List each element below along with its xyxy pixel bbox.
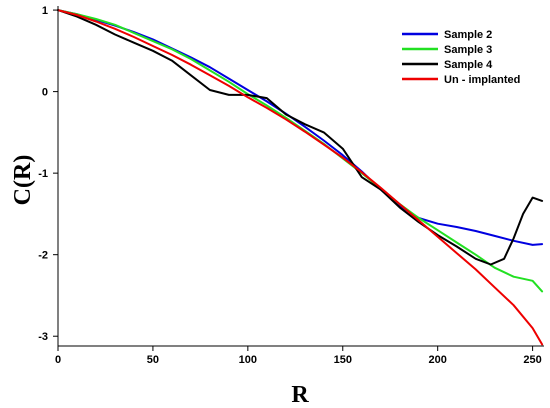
- axes-layer: [57, 6, 544, 347]
- x-tick-label: 250: [523, 354, 541, 366]
- series-line-un-implanted: [57, 9, 544, 346]
- y-tick-label: 0: [42, 87, 48, 99]
- x-ticks: 0 50 100 150 200 250: [55, 346, 542, 366]
- y-tick-label: -3: [38, 331, 48, 343]
- x-tick-label: 150: [334, 354, 352, 366]
- x-tick-label: 50: [147, 354, 159, 366]
- legend-label-un-implanted: Un - implanted: [444, 74, 520, 86]
- x-tick-label: 200: [429, 354, 447, 366]
- legend-label-sample-3: Sample 3: [444, 44, 492, 56]
- y-axis-title: C(R): [10, 155, 36, 206]
- y-ticks: 1 0 -1 -2 -3: [38, 5, 58, 343]
- series-layer: [57, 9, 544, 346]
- legend-label-sample-2: Sample 2: [444, 29, 492, 41]
- y-tick-label: -2: [38, 250, 48, 262]
- legend-label-sample-4: Sample 4: [444, 59, 493, 71]
- series-line-sample-2: [57, 9, 544, 246]
- x-axis-title: R: [291, 382, 309, 408]
- x-tick-label: 100: [239, 354, 257, 366]
- legend: Sample 2 Sample 3 Sample 4 Un - implanted: [402, 29, 520, 86]
- y-tick-label: -1: [38, 168, 48, 180]
- series-line-sample-4: [57, 9, 544, 266]
- x-tick-label: 0: [55, 354, 61, 366]
- y-tick-label: 1: [42, 5, 48, 17]
